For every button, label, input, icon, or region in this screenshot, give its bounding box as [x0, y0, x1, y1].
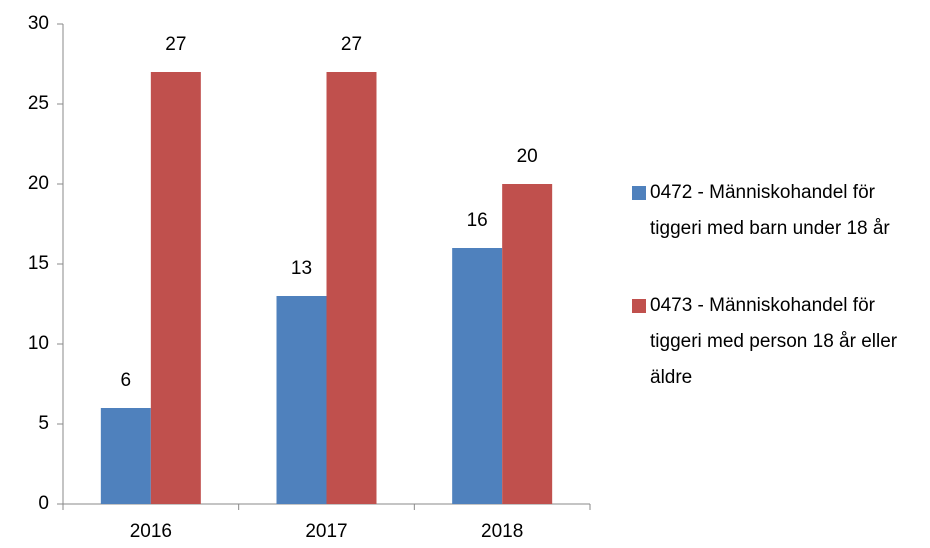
y-tick-label: 0: [38, 493, 49, 514]
y-tick-label: 20: [28, 173, 49, 194]
y-tick-label: 10: [28, 333, 49, 354]
legend-swatch: [632, 299, 646, 313]
data-label: 13: [291, 258, 312, 279]
data-label: 27: [165, 34, 186, 55]
y-tick-label: 25: [28, 93, 49, 114]
legend-item: 0473 - Människohandel för tiggeri med pe…: [632, 288, 922, 396]
y-tick-label: 5: [38, 413, 49, 434]
data-label: 27: [341, 34, 362, 55]
bar: [100, 408, 151, 504]
bar: [502, 184, 553, 504]
legend-label: 0472 - Människohandel för tiggeri med ba…: [650, 182, 890, 239]
legend-item: 0472 - Människohandel för tiggeri med ba…: [632, 175, 922, 247]
data-label: 20: [517, 146, 538, 167]
legend-label: 0473 - Människohandel för tiggeri med pe…: [650, 295, 898, 388]
bar: [452, 248, 503, 504]
y-tick-label: 30: [28, 13, 49, 34]
bar: [326, 72, 377, 504]
y-tick-label: 15: [28, 253, 49, 274]
bar: [276, 296, 327, 504]
x-tick-label: 2017: [305, 521, 347, 542]
data-label: 6: [121, 370, 132, 391]
data-label: 16: [467, 210, 488, 231]
x-tick-label: 2016: [130, 521, 172, 542]
bar: [150, 72, 201, 504]
legend-swatch: [632, 186, 646, 200]
x-tick-label: 2018: [481, 521, 523, 542]
